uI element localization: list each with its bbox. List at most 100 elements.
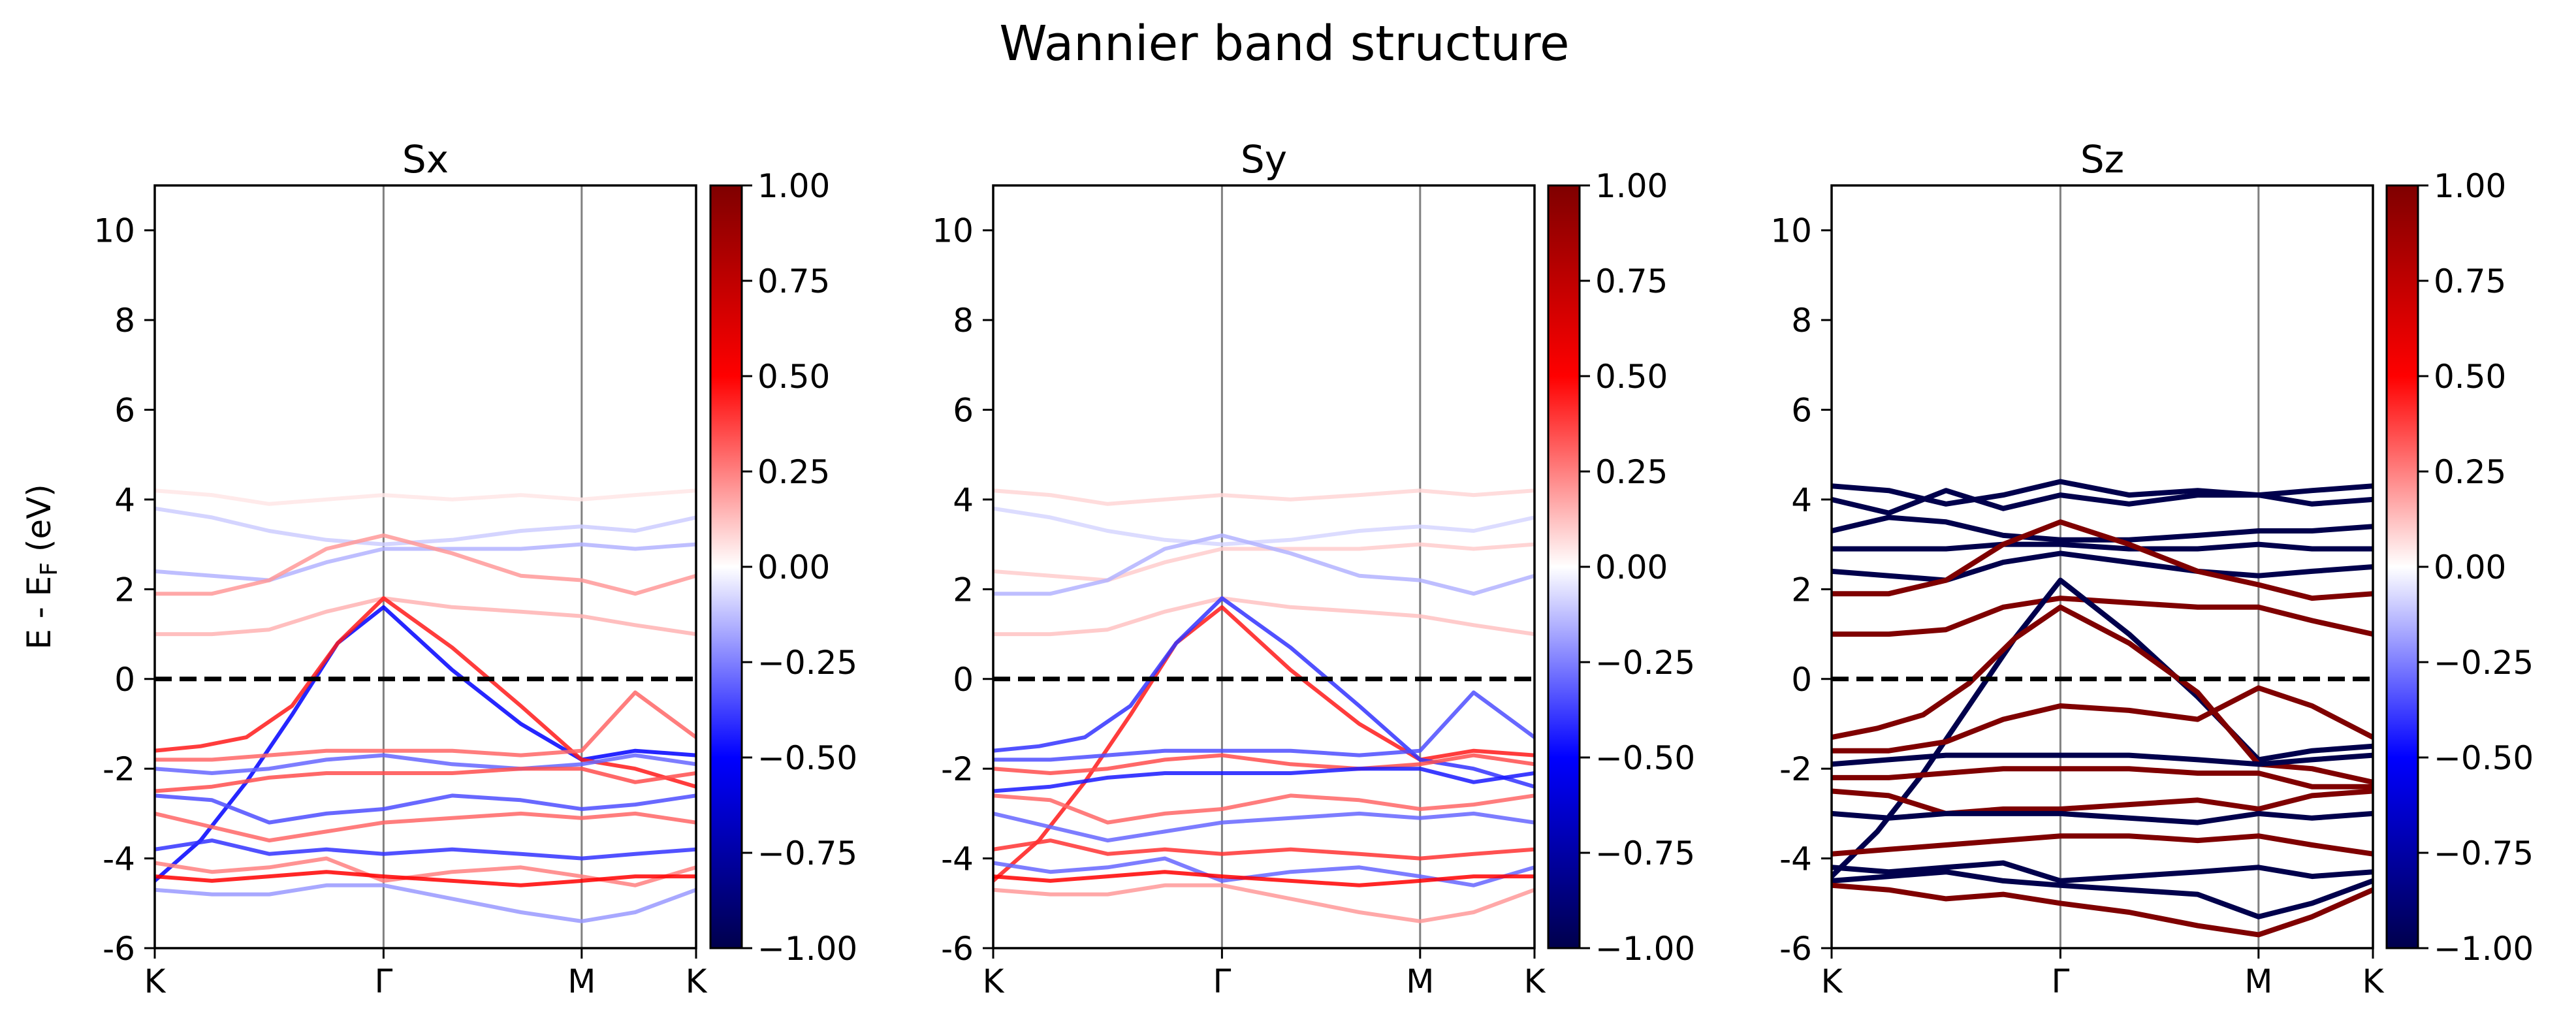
panel-title: Sy (1241, 137, 1287, 182)
x-tick-label: M (1406, 963, 1434, 1000)
colorbar-tick-label: −1.00 (2434, 930, 2534, 968)
band-line (1832, 515, 2373, 543)
band-line (155, 793, 696, 825)
y-tick-label: -6 (1779, 930, 1812, 968)
band-line (1832, 479, 2373, 507)
colorbar-tick-label: 0.50 (1595, 358, 1668, 396)
y-axis-label-unit: (eV) (20, 484, 58, 562)
band-line (1832, 596, 2373, 637)
y-tick-label: 6 (114, 392, 135, 430)
band-line (993, 811, 1534, 843)
band-line (1832, 488, 2373, 516)
y-tick-label: 0 (953, 661, 974, 699)
panel-sz: Sz -6 -4 -2 0 2 4 6 8 10 K Γ M K −1.00 −0.75 −0.50 −0.25 0… (1770, 137, 2534, 1000)
band-line (155, 605, 696, 883)
y-axis-label: E - EF (eV) (20, 484, 63, 650)
y-tick-label: 6 (1791, 392, 1812, 430)
y-tick-label: 2 (114, 571, 135, 609)
y-tick-label: 4 (953, 481, 974, 519)
band-line (993, 793, 1534, 825)
band-line (993, 767, 1534, 793)
band-line (1832, 869, 2373, 919)
band-line (993, 542, 1534, 582)
band-line (1832, 604, 2373, 785)
band-line (155, 533, 696, 596)
band-line (993, 838, 1534, 861)
colorbar-tick-label: 0.00 (757, 549, 830, 586)
band-line (155, 506, 696, 547)
y-tick-label: 4 (1791, 481, 1812, 519)
colorbar (1547, 184, 1581, 949)
colorbar-tick-label: 1.00 (757, 167, 830, 205)
y-tick-label: 2 (1791, 571, 1812, 609)
band-line (1832, 833, 2373, 857)
band-line (1832, 685, 2373, 754)
band-line (155, 542, 696, 582)
plot-frame (992, 184, 1536, 949)
band-line (993, 870, 1534, 887)
y-tick-label: 6 (953, 392, 974, 430)
colorbar-tick-label: 0.00 (2434, 549, 2506, 586)
colorbar-tick-label: −0.50 (2434, 739, 2534, 777)
x-tick-label: M (2244, 963, 2272, 1000)
band-line (1832, 541, 2373, 552)
band-line (155, 596, 696, 637)
y-axis-label-main: E - E (20, 576, 58, 650)
x-tick-label: K (1821, 963, 1843, 1000)
band-line (155, 811, 696, 843)
band-line (993, 506, 1534, 547)
band-line (1832, 550, 2373, 583)
colorbar-tick-label: 0.75 (1595, 263, 1668, 300)
y-tick-label: -6 (103, 930, 135, 968)
y-tick-label: 0 (114, 661, 135, 699)
colorbar-tick-label: −0.25 (1595, 644, 1695, 682)
colorbar-tick-label: −0.75 (2434, 835, 2534, 872)
band-line (993, 488, 1534, 506)
y-axis-label-subscript: F (36, 562, 63, 576)
band-line (155, 488, 696, 506)
colorbar-tick-label: 0.25 (1595, 453, 1668, 491)
y-tick-label: 10 (932, 212, 974, 250)
band-line (1832, 766, 2373, 789)
band-line (1832, 577, 2373, 880)
band-line (155, 767, 696, 793)
x-tick-label: Γ (2051, 963, 2069, 1000)
y-tick-label: 2 (953, 571, 974, 609)
colorbar-tick-label: −1.00 (1595, 930, 1695, 968)
colorbar (709, 184, 743, 949)
plot-frame (1830, 184, 2374, 949)
colorbar-tick-label: 0.25 (757, 453, 830, 491)
band-line (993, 533, 1534, 596)
y-tick-label: 4 (114, 481, 135, 519)
band-line (1832, 810, 2373, 825)
band-line (993, 753, 1534, 775)
y-tick-label: -2 (1779, 750, 1812, 788)
band-line (155, 856, 696, 887)
figure-title: Wannier band structure (999, 16, 1569, 72)
band-line (993, 605, 1534, 883)
y-tick-label: 8 (114, 302, 135, 340)
band-line (1832, 882, 2373, 938)
x-tick-label: Γ (374, 963, 392, 1000)
colorbar-tick-label: −1.00 (757, 930, 857, 968)
y-tick-label: -6 (941, 930, 974, 968)
band-line (155, 883, 696, 923)
panel-title: Sx (402, 137, 449, 182)
x-tick-label: K (144, 963, 167, 1000)
y-tick-label: 0 (1791, 661, 1812, 699)
x-tick-label: K (686, 963, 708, 1000)
colorbar-tick-label: 1.00 (1595, 167, 1668, 205)
colorbar-tick-label: 0.00 (1595, 549, 1668, 586)
y-tick-label: 8 (953, 302, 974, 340)
band-line (993, 690, 1534, 762)
colorbar-tick-label: −0.25 (757, 644, 857, 682)
band-line (993, 856, 1534, 887)
colorbar-tick-label: 0.25 (2434, 453, 2506, 491)
colorbar-tick-label: −0.75 (1595, 835, 1695, 872)
y-tick-label: -2 (103, 750, 135, 788)
plot-area (993, 185, 1534, 948)
colorbar-tick-label: −0.25 (2434, 644, 2534, 682)
x-tick-label: K (1524, 963, 1546, 1000)
colorbar-tick-label: 0.75 (2434, 263, 2506, 300)
